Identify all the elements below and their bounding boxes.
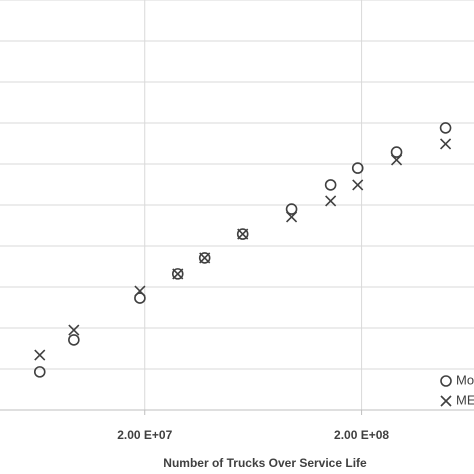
marker-circle bbox=[171, 268, 184, 280]
marker-circle bbox=[68, 334, 80, 346]
x-tick-label: 2.00 E+08 bbox=[334, 428, 389, 442]
marker-circle bbox=[324, 179, 337, 191]
legend-item: ME bbox=[440, 392, 474, 407]
marker-circle bbox=[351, 162, 364, 174]
marker-x bbox=[134, 285, 146, 297]
marker-circle bbox=[134, 292, 146, 304]
marker-circle bbox=[390, 146, 403, 158]
marker-circle bbox=[198, 252, 211, 264]
marker-x bbox=[237, 228, 249, 240]
marker-x bbox=[440, 138, 452, 150]
legend-label: ME bbox=[456, 392, 474, 407]
marker-x bbox=[440, 395, 452, 407]
marker-x bbox=[352, 179, 364, 191]
marker-circle bbox=[285, 203, 298, 215]
marker-x bbox=[34, 349, 46, 361]
x-axis-label: Number of Trucks Over Service Life bbox=[163, 456, 367, 470]
marker-x bbox=[390, 154, 403, 166]
marker-x bbox=[199, 252, 211, 264]
x-tick-label: 2.00 E+07 bbox=[117, 428, 172, 442]
marker-x bbox=[286, 211, 298, 223]
marker-x bbox=[172, 268, 184, 280]
legend-item: Mo bbox=[440, 372, 474, 387]
legend-label: Mo bbox=[456, 372, 474, 387]
marker-circle bbox=[440, 375, 452, 387]
marker-circle bbox=[236, 228, 249, 240]
marker-circle bbox=[439, 122, 452, 134]
marker-x bbox=[325, 195, 337, 207]
marker-circle bbox=[33, 366, 46, 378]
marker-x bbox=[68, 324, 80, 336]
